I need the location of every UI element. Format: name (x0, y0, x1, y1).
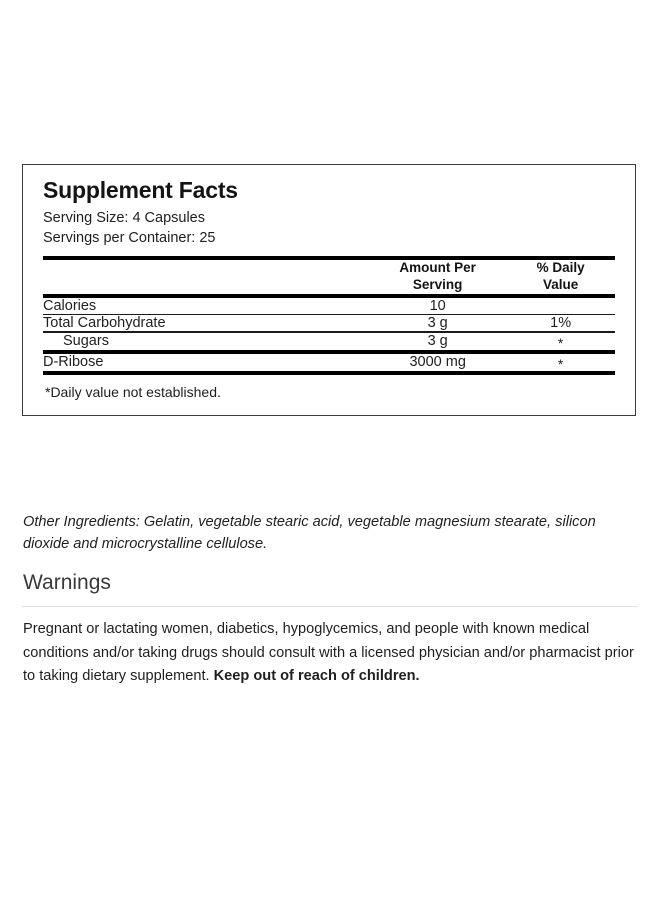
serving-size-text: Serving Size: 4 Capsules (43, 209, 205, 226)
servings-per-container-text: Servings per Container: 25 (43, 230, 216, 247)
row-daily-value: * (506, 333, 615, 351)
warnings-body: Pregnant or lactating women, diabetics, … (23, 618, 635, 689)
other-ingredients-text: Other Ingredients: Gelatin, vegetable st… (23, 514, 596, 552)
daily-value-footnote: *Daily value not established. (45, 383, 221, 400)
rule-thick-below-header (43, 293, 615, 298)
panel-spacer (43, 249, 615, 256)
table-row: Sugars 3 g * (43, 333, 615, 351)
row-daily-value: * (506, 354, 615, 372)
table-row: Calories 10 (43, 298, 615, 314)
nutrition-rows-table-3: Sugars 3 g * (43, 333, 615, 351)
row-label: D-Ribose (43, 354, 104, 371)
supplement-facts-panel: Supplement Facts Serving Size: 4 Capsule… (22, 164, 636, 416)
row-daily-value (506, 298, 615, 314)
warnings-body-bold: Keep out of reach of children. (213, 668, 420, 685)
header-amount-line1: Amount Per (399, 259, 476, 275)
rule-thick-middle (43, 349, 615, 354)
nutrition-rows-table: Calories 10 (43, 298, 615, 314)
rule-thin-2 (43, 331, 615, 333)
panel-title: Supplement Facts (43, 177, 238, 203)
nutrition-rows-table-2: Total Carbohydrate 3 g 1% (43, 315, 615, 331)
warnings-body-text: Pregnant or lactating women, diabetics, … (23, 621, 634, 685)
header-cell-daily-value: % Daily Value (506, 260, 615, 294)
warnings-divider (22, 606, 638, 607)
table-row: D-Ribose 3000 mg * (43, 354, 615, 372)
row-daily-value: 1% (550, 315, 572, 332)
nutrition-table: Amount Per Serving % Daily Value (43, 260, 615, 294)
header-dv-line1: % Daily (536, 259, 585, 275)
header-cell-amount: Amount Per Serving (369, 260, 506, 294)
asterisk-mark: * (557, 334, 564, 351)
rule-thick-top (43, 255, 615, 260)
asterisk-mark: * (557, 355, 564, 372)
row-label: Total Carbohydrate (43, 315, 166, 332)
header-dv-line2: Value (543, 276, 579, 292)
nutrition-rows-table-4: D-Ribose 3000 mg * (43, 354, 615, 372)
row-amount: 3 g (427, 315, 448, 332)
row-amount: 3000 mg (409, 354, 466, 371)
row-label: Sugars (63, 333, 109, 350)
header-cell-name (43, 260, 369, 294)
row-label: Calories (43, 297, 97, 314)
row-amount: 10 (429, 297, 446, 314)
rule-thin-1 (43, 313, 615, 316)
table-row: Total Carbohydrate 3 g 1% (43, 315, 615, 331)
warnings-heading: Warnings (23, 571, 111, 594)
rule-thick-bottom (43, 370, 615, 375)
table-header-row: Amount Per Serving % Daily Value (43, 260, 615, 294)
header-amount-line2: Serving (412, 276, 463, 292)
row-amount: 3 g (427, 333, 448, 350)
